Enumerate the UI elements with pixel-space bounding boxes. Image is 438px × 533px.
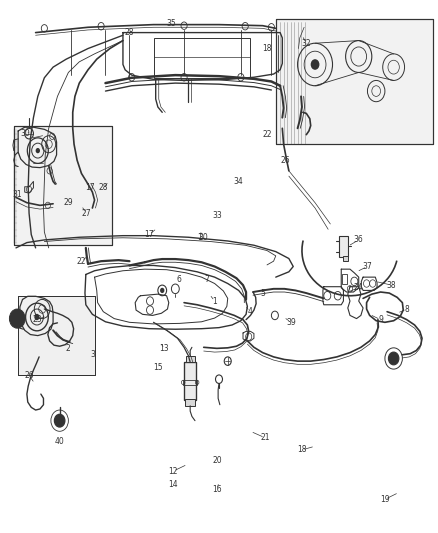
Text: 12: 12 (168, 467, 178, 475)
Text: 30: 30 (21, 129, 31, 138)
Bar (14, 126, 112, 245)
Bar (185, 399, 195, 406)
Text: 3: 3 (90, 350, 95, 359)
Text: 16: 16 (212, 485, 222, 494)
Circle shape (34, 314, 39, 320)
Text: 35: 35 (166, 19, 176, 28)
Text: 6: 6 (177, 275, 181, 284)
Circle shape (10, 309, 25, 328)
Text: 1: 1 (212, 296, 217, 305)
Text: 5: 5 (260, 288, 265, 297)
Text: 17: 17 (145, 230, 154, 239)
Text: 17: 17 (85, 183, 95, 192)
Bar (184, 362, 196, 400)
Bar (18, 296, 95, 375)
Text: 33: 33 (212, 212, 222, 221)
Text: 4: 4 (247, 307, 252, 316)
Bar (343, 256, 348, 261)
Bar (276, 19, 433, 144)
Bar (18, 296, 95, 375)
Circle shape (35, 148, 40, 154)
Bar (183, 380, 197, 384)
Bar (153, 38, 250, 78)
Text: 26: 26 (24, 371, 34, 380)
Text: 40: 40 (55, 438, 64, 447)
Text: 36: 36 (354, 236, 364, 245)
Text: 2: 2 (66, 344, 71, 353)
Text: 9: 9 (378, 315, 383, 324)
Text: 18: 18 (262, 44, 272, 53)
Text: 13: 13 (159, 344, 169, 353)
Circle shape (311, 59, 319, 70)
Text: 19: 19 (380, 495, 390, 504)
Text: 29: 29 (64, 198, 73, 207)
Text: 15: 15 (153, 363, 162, 372)
Bar (14, 126, 112, 245)
Text: 28: 28 (125, 28, 134, 37)
Text: 24: 24 (354, 283, 364, 292)
Text: 28: 28 (99, 183, 108, 192)
Bar (186, 356, 194, 362)
Text: 7: 7 (205, 275, 209, 284)
Text: 34: 34 (234, 177, 244, 186)
Bar (276, 19, 433, 144)
Circle shape (389, 352, 399, 365)
Text: 8: 8 (404, 304, 409, 313)
Text: 27: 27 (81, 209, 91, 218)
Text: 23: 23 (33, 315, 42, 324)
Bar (342, 274, 347, 284)
Text: 37: 37 (363, 262, 372, 271)
Text: 32: 32 (301, 39, 311, 48)
Text: 38: 38 (387, 280, 396, 289)
Text: 1: 1 (197, 233, 202, 242)
Text: 14: 14 (168, 480, 178, 489)
Text: 39: 39 (286, 318, 296, 327)
Text: 26: 26 (281, 156, 291, 165)
Text: 22: 22 (262, 130, 272, 139)
Text: 20: 20 (212, 456, 222, 465)
Bar (339, 236, 348, 257)
Bar (184, 362, 196, 400)
Circle shape (54, 414, 65, 427)
Text: 31: 31 (12, 190, 22, 199)
Text: 18: 18 (297, 446, 307, 455)
Circle shape (160, 288, 164, 293)
Text: 30: 30 (199, 233, 208, 242)
Text: 22: 22 (77, 257, 86, 265)
Text: 21: 21 (260, 433, 270, 442)
